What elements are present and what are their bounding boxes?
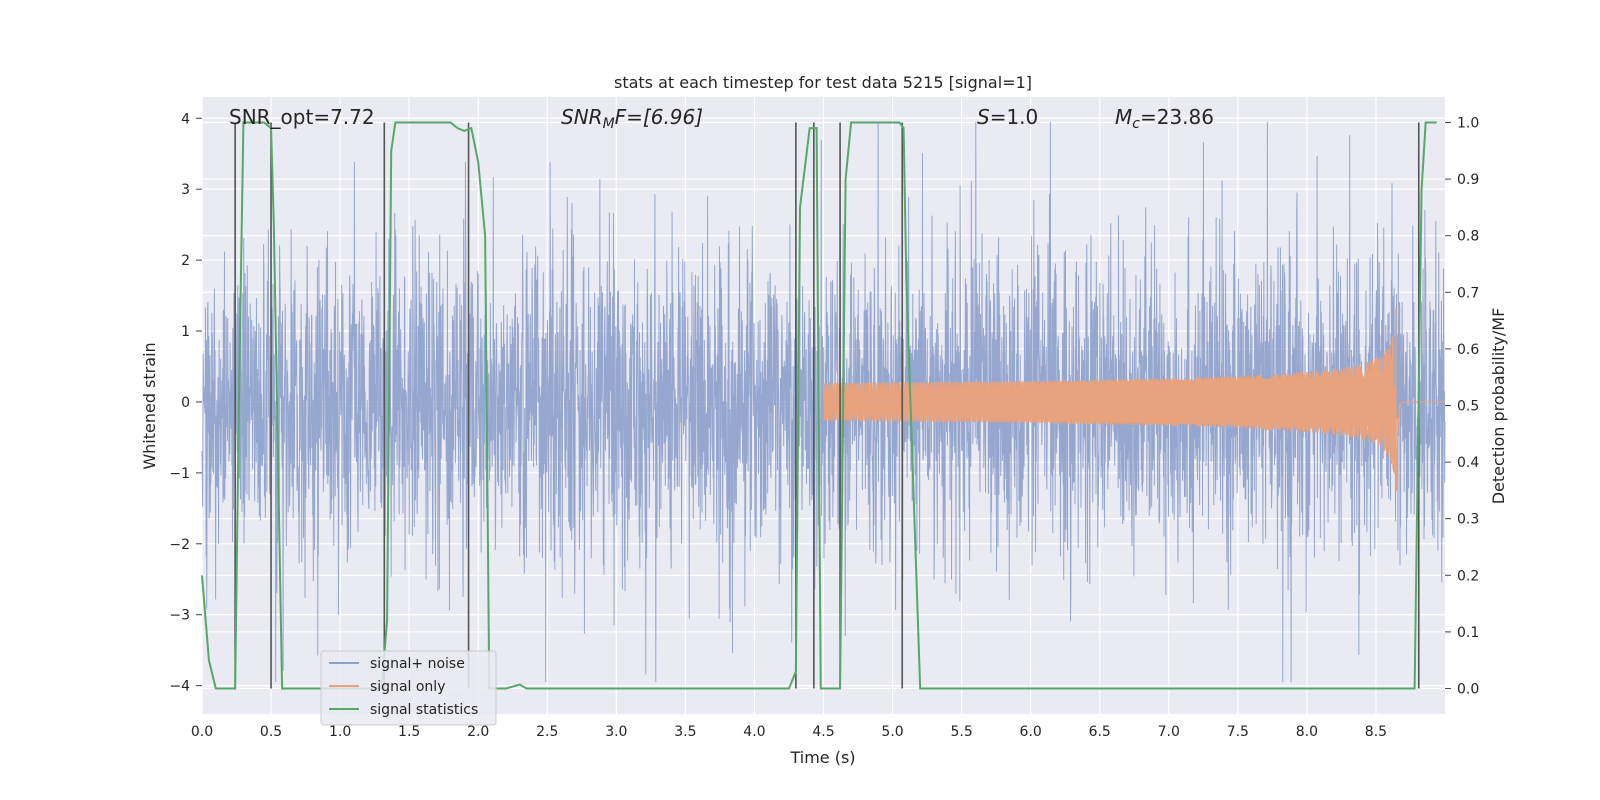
y-axis-ticks: 4 3 2 1 0 −1 −2 −3 −4 — [169, 111, 202, 695]
vertical-markers — [234, 122, 1420, 689]
legend: signal+ noise signal only signal statist… — [320, 650, 497, 726]
x-tick-label: 7.5 — [1227, 724, 1249, 740]
y2-axis-ticks: 1.0 0.9 0.8 0.7 0.6 0.5 0.4 0.3 0.2 0.1 0.0 — [1445, 115, 1479, 698]
x-tick-label: 1.5 — [398, 724, 420, 740]
annotation-mc-rest: =23.86 — [1140, 105, 1214, 129]
y-tick-label: −1 — [169, 466, 190, 482]
y-tick-label: 1 — [181, 324, 190, 340]
y2-tick-label: 0.1 — [1457, 625, 1479, 641]
x-tick-label: 0.0 — [191, 724, 213, 740]
legend-label-signal-statistics: signal statistics — [370, 702, 478, 718]
x-tick-label: 4.5 — [812, 724, 834, 740]
x-tick-label: 8.5 — [1365, 724, 1387, 740]
x-tick-label: 5.5 — [950, 724, 972, 740]
x-tick-label: 3.0 — [605, 724, 627, 740]
y-tick-label: 2 — [181, 253, 190, 269]
x-tick-label: 7.0 — [1158, 724, 1180, 740]
y2-tick-label: 0.0 — [1457, 682, 1479, 698]
annotation-mc-sub: c — [1132, 116, 1140, 132]
annotation-snr-mf: SNRMF=[6.96] — [561, 105, 703, 132]
x-tick-label: 4.0 — [743, 724, 765, 740]
annotation-snr-opt: SNR_opt=7.72 — [229, 105, 375, 129]
y2-tick-label: 0.6 — [1457, 342, 1479, 358]
x-tick-label: 0.5 — [260, 724, 282, 740]
y-tick-label: 3 — [181, 182, 190, 198]
annotation-snr-mf-main: SNR — [561, 105, 603, 129]
signal-only-line — [822, 307, 1445, 491]
x-tick-label: 6.5 — [1089, 724, 1111, 740]
legend-box — [320, 650, 497, 726]
x-tick-label: 2.0 — [467, 724, 489, 740]
y-tick-label: 0 — [181, 395, 190, 411]
annotation-s-main: S — [977, 105, 990, 129]
x-tick-label: 3.5 — [674, 724, 696, 740]
y-tick-label: 4 — [181, 111, 190, 127]
y2-tick-label: 1.0 — [1457, 115, 1479, 131]
legend-label-signal-only: signal only — [370, 679, 445, 695]
annotation-mc: Mc=23.86 — [1115, 105, 1214, 132]
annotation-mc-main: M — [1115, 105, 1132, 129]
annotation-snr-mf-rest: F=[6.96] — [615, 105, 703, 129]
x-tick-label: 5.0 — [881, 724, 903, 740]
annotation-s: S=1.0 — [977, 105, 1038, 129]
x-tick-label: 2.5 — [536, 724, 558, 740]
signal-statistics-line — [201, 121, 1437, 690]
y2-tick-label: 0.4 — [1457, 455, 1479, 471]
y2-tick-label: 0.9 — [1457, 172, 1479, 188]
y2-tick-label: 0.3 — [1457, 512, 1479, 528]
y2-tick-label: 0.8 — [1457, 229, 1479, 245]
y2-tick-label: 0.2 — [1457, 568, 1479, 584]
y-tick-label: −2 — [169, 537, 190, 553]
y-axis-label: Whitened strain — [140, 342, 159, 469]
y-tick-label: −3 — [169, 608, 190, 624]
y2-tick-label: 0.5 — [1457, 399, 1479, 415]
annotation-s-rest: =1.0 — [990, 105, 1039, 129]
series-signal-statistics — [201, 121, 1437, 690]
y2-tick-label: 0.7 — [1457, 285, 1479, 301]
annotation-snr-mf-sub: M — [603, 116, 615, 132]
x-tick-label: 8.0 — [1296, 724, 1318, 740]
x-tick-label: 1.0 — [329, 724, 351, 740]
x-axis-ticks: 0.0 0.5 1.0 1.5 2.0 2.5 3.0 3.5 4.0 4.5 5.0 5.5 6.0 6… — [191, 724, 1387, 740]
y-tick-label: −4 — [169, 679, 190, 695]
y2-axis-label: Detection probability/MF — [1489, 308, 1508, 505]
x-tick-label: 6.0 — [1020, 724, 1042, 740]
plot-area — [201, 97, 1446, 714]
series-signal-only — [822, 307, 1445, 491]
chart-title: stats at each timestep for test data 521… — [614, 73, 1032, 92]
x-axis-label: Time (s) — [789, 748, 855, 767]
legend-label-signal-noise: signal+ noise — [370, 656, 465, 672]
